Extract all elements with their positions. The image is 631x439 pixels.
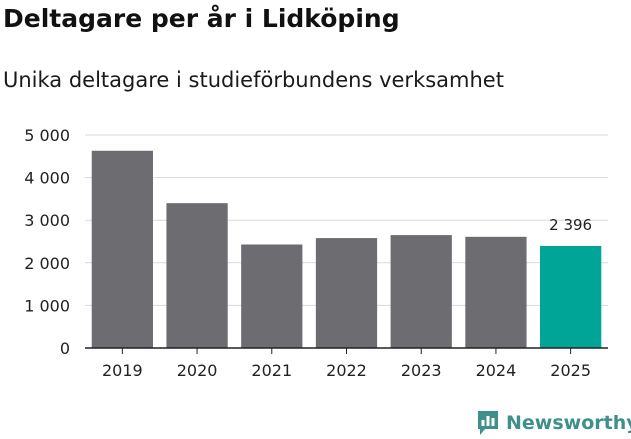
bar: [241, 244, 303, 348]
brand-name: Newsworthy: [506, 412, 631, 434]
labels: 0 1 000 2 000 3 000 4 000 5 000 2019 2020 2021 20…: [24, 126, 608, 380]
bar-chart-speech-bubble-icon: [478, 411, 498, 435]
bar: [540, 245, 602, 348]
y-tick-label: 1 000: [24, 296, 70, 315]
x-tick-label: 2019: [102, 361, 143, 380]
x-tick-label: 2024: [476, 361, 517, 380]
y-tick-label: 2 000: [24, 254, 70, 273]
bars: [91, 150, 602, 348]
chart-title: Deltagare per år i Lidköping: [3, 4, 400, 33]
bar: [465, 236, 527, 348]
y-tick-label: 4 000: [24, 169, 70, 188]
newsworthy-logo: Newsworthy: [476, 409, 631, 437]
bar: [315, 238, 378, 348]
x-tick-label: 2022: [326, 361, 367, 380]
y-tick-label: 3 000: [24, 211, 70, 230]
data-label: 2 396: [549, 216, 592, 234]
x-tick-label: 2023: [401, 361, 442, 380]
bar: [390, 235, 452, 348]
chart-subtitle: Unika deltagare i studieförbundens verks…: [3, 68, 504, 92]
x-tick-label: 2025: [550, 361, 591, 380]
x-tick-label: 2020: [177, 361, 218, 380]
bar: [91, 150, 153, 348]
y-tick-label: 5 000: [24, 126, 70, 145]
y-tick-label: 0: [60, 339, 70, 358]
bar: [166, 203, 228, 348]
x-tick-label: 2021: [251, 361, 292, 380]
